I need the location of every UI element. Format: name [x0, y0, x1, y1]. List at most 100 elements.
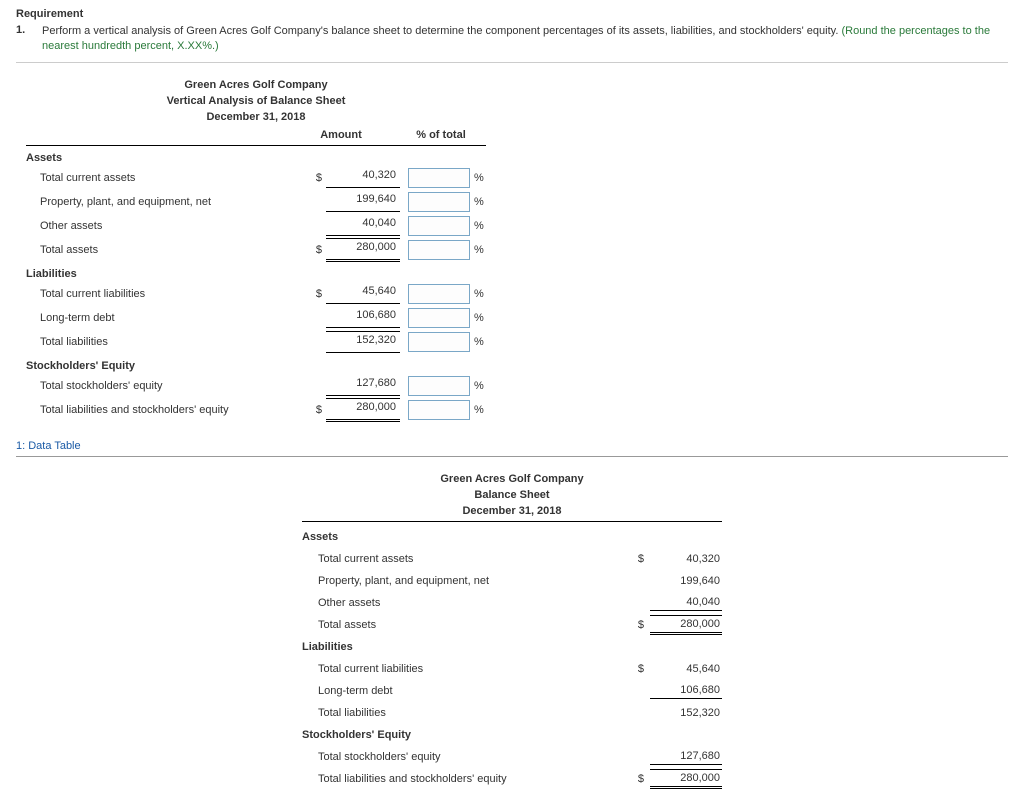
dollar-sign: $ [628, 663, 650, 675]
percent-unit: % [474, 336, 486, 348]
label: Total stockholders' equity [26, 380, 308, 392]
percent-input[interactable] [408, 240, 470, 260]
amount: 45,640 [650, 661, 722, 677]
label: Total current assets [26, 172, 308, 184]
percent-unit: % [474, 288, 486, 300]
worksheet-header-row: Amount % of total [26, 125, 486, 146]
row-other-assets: Other assets 40,040 % [26, 214, 486, 238]
balance-sheet: Green Acres Golf Company Balance Sheet D… [302, 471, 722, 790]
requirement-number: 1. [16, 24, 28, 54]
row-total-current-assets: Total current assets $ 40,320 % [26, 166, 486, 190]
bs-row-tlse: Total liabilities and stockholders' equi… [302, 768, 722, 790]
amount: 152,320 [650, 705, 722, 721]
col-amount: Amount [286, 125, 396, 145]
col-percent: % of total [396, 125, 486, 145]
amount: 40,320 [650, 551, 722, 567]
row-total-assets: Total assets $ 280,000 % [26, 238, 486, 262]
percent-unit: % [474, 380, 486, 392]
requirement-text: Perform a vertical analysis of Green Acr… [42, 24, 1008, 54]
section-liabilities: Liabilities [26, 262, 486, 282]
label: Total stockholders' equity [302, 751, 628, 763]
worksheet-report: Vertical Analysis of Balance Sheet [26, 93, 486, 109]
vertical-analysis-worksheet: Green Acres Golf Company Vertical Analys… [26, 77, 486, 422]
bs-row-tca: Total current assets $ 40,320 [302, 548, 722, 570]
label: Total assets [302, 619, 628, 631]
section-assets: Assets [26, 146, 486, 166]
percent-unit: % [474, 220, 486, 232]
dollar-sign: $ [628, 553, 650, 565]
amount: 45,640 [326, 283, 400, 304]
dollar-sign: $ [628, 773, 650, 785]
row-total-liab-and-equity: Total liabilities and stockholders' equi… [26, 398, 486, 422]
amount: 106,680 [326, 307, 400, 328]
percent-input[interactable] [408, 168, 470, 188]
label: Total assets [26, 244, 308, 256]
label: Total current liabilities [26, 288, 308, 300]
percent-input[interactable] [408, 376, 470, 396]
amount: 106,680 [650, 682, 722, 699]
requirement-heading: Requirement [16, 8, 1008, 20]
percent-input[interactable] [408, 284, 470, 304]
label: Long-term debt [302, 685, 628, 697]
dollar-sign: $ [308, 244, 326, 256]
percent-input[interactable] [408, 192, 470, 212]
amount: 280,000 [326, 398, 400, 422]
bs-report: Balance Sheet [302, 487, 722, 503]
label: Total liabilities and stockholders' equi… [302, 773, 628, 785]
data-table-link[interactable]: 1: Data Table [16, 440, 1008, 452]
divider [16, 456, 1008, 457]
bs-date: December 31, 2018 [302, 503, 722, 522]
amount: 127,680 [650, 748, 722, 765]
label: Property, plant, and equipment, net [302, 575, 628, 587]
bs-row-tl: Total liabilities 152,320 [302, 702, 722, 724]
percent-unit: % [474, 312, 486, 324]
percent-input[interactable] [408, 332, 470, 352]
requirement-body: 1. Perform a vertical analysis of Green … [16, 24, 1008, 54]
bs-section-equity: Stockholders' Equity [302, 724, 722, 746]
dollar-sign: $ [628, 619, 650, 631]
amount: 40,320 [326, 167, 400, 188]
amount: 280,000 [650, 769, 722, 789]
row-total-current-liabilities: Total current liabilities $ 45,640 % [26, 282, 486, 306]
percent-unit: % [474, 404, 486, 416]
percent-unit: % [474, 244, 486, 256]
bs-row-ta: Total assets $ 280,000 [302, 614, 722, 636]
label: Property, plant, and equipment, net [26, 196, 308, 208]
label: Assets [302, 531, 722, 543]
bs-section-assets: Assets [302, 526, 722, 548]
section-equity: Stockholders' Equity [26, 354, 486, 374]
label: Total liabilities and stockholders' equi… [26, 404, 308, 416]
row-total-liabilities: Total liabilities 152,320 % [26, 330, 486, 354]
bs-row-tcl: Total current liabilities $ 45,640 [302, 658, 722, 680]
label: Total current liabilities [302, 663, 628, 675]
label: Other assets [26, 220, 308, 232]
requirement-main-text: Perform a vertical analysis of Green Acr… [42, 25, 838, 37]
dollar-sign: $ [308, 172, 326, 184]
worksheet-company: Green Acres Golf Company [26, 77, 486, 93]
amount: 40,040 [326, 215, 400, 236]
label: Long-term debt [26, 312, 308, 324]
label: Stockholders' Equity [302, 729, 722, 741]
amount: 127,680 [326, 375, 400, 396]
divider [16, 62, 1008, 63]
bs-row-oa: Other assets 40,040 [302, 592, 722, 614]
bs-row-ltd: Long-term debt 106,680 [302, 680, 722, 702]
bs-section-liabilities: Liabilities [302, 636, 722, 658]
amount: 199,640 [650, 573, 722, 589]
percent-input[interactable] [408, 308, 470, 328]
row-long-term-debt: Long-term debt 106,680 % [26, 306, 486, 330]
label: Total liabilities [26, 336, 308, 348]
amount: 40,040 [650, 594, 722, 611]
percent-unit: % [474, 172, 486, 184]
percent-unit: % [474, 196, 486, 208]
percent-input[interactable] [408, 400, 470, 420]
label: Liabilities [302, 641, 722, 653]
bs-row-ppe: Property, plant, and equipment, net 199,… [302, 570, 722, 592]
worksheet-date: December 31, 2018 [26, 109, 486, 125]
dollar-sign: $ [308, 404, 326, 416]
amount: 280,000 [650, 615, 722, 635]
percent-input[interactable] [408, 216, 470, 236]
row-ppe: Property, plant, and equipment, net 199,… [26, 190, 486, 214]
dollar-sign: $ [308, 288, 326, 300]
amount: 152,320 [326, 331, 400, 353]
